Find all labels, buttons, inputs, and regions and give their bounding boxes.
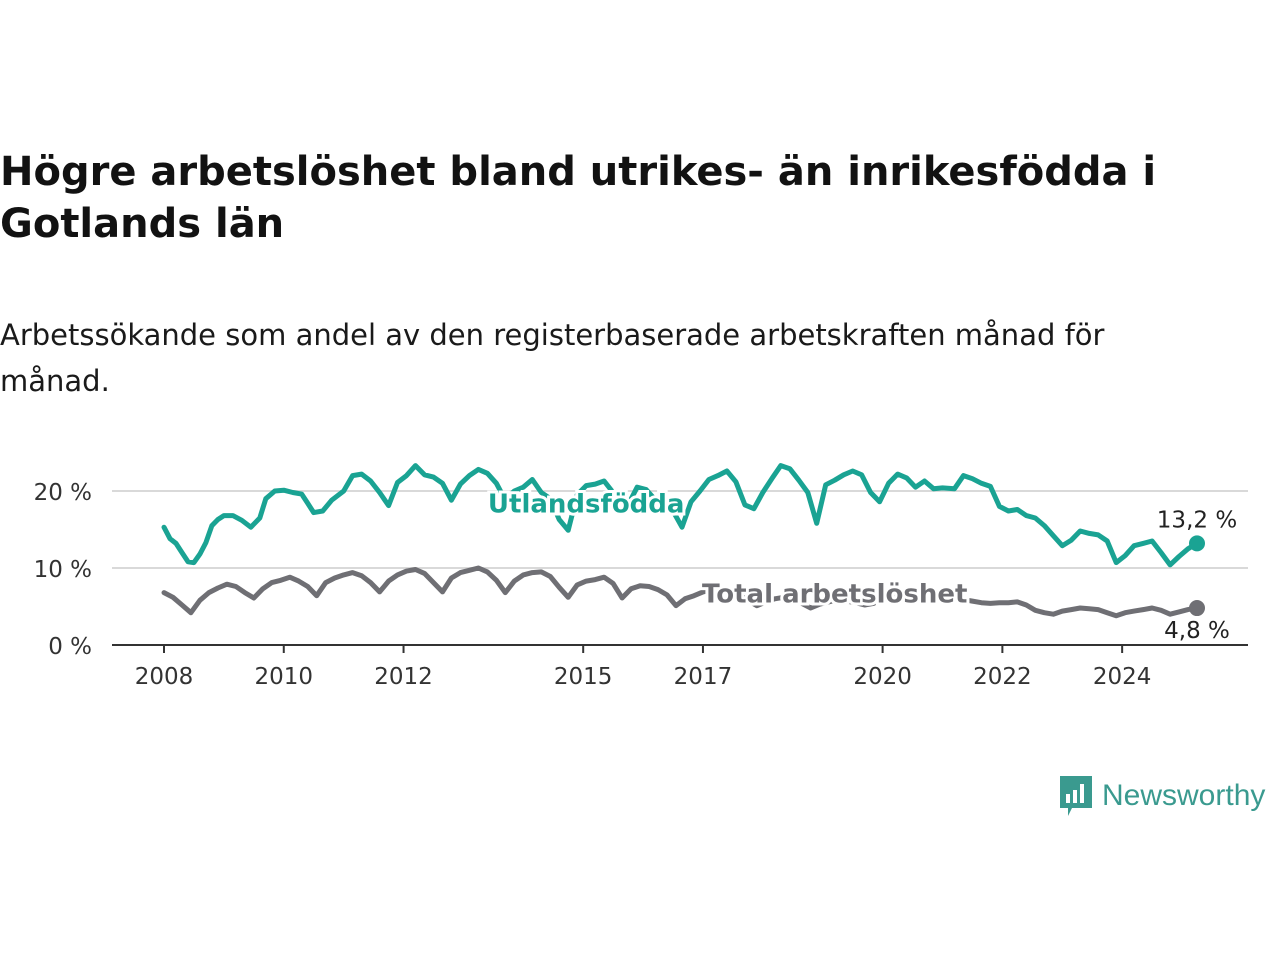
- x-tick-label: 2008: [135, 664, 194, 690]
- series-end-point: [1189, 600, 1205, 617]
- series-end-value-label: 13,2 %: [1157, 507, 1237, 533]
- series-line-utlandsfodda: [161, 463, 1200, 568]
- x-tick-label: 2010: [254, 664, 313, 690]
- series-labels: 13,2 % Utlandsfödda 4,8 % Total arbetslöshe…: [485, 487, 1237, 644]
- series-end-value-label: 4,8 %: [1164, 618, 1230, 644]
- chart-title: Högre arbetslöshet bland utrikes- än inr…: [0, 149, 1157, 247]
- series-label-total: Total arbetslöshet: [702, 580, 967, 610]
- series-lines: [161, 463, 1205, 619]
- x-tick-label: 2024: [1093, 664, 1152, 690]
- gridlines: [112, 490, 1248, 569]
- series-end-point: [1189, 535, 1205, 552]
- y-tick-label: 0 %: [48, 634, 92, 660]
- newsworthy-logo-text: Newsworthy: [1102, 779, 1266, 812]
- newsworthy-logo: Newsworthy: [1058, 774, 1265, 818]
- x-tick-label: 2017: [674, 664, 733, 690]
- x-tick-label: 2022: [973, 664, 1032, 690]
- series-line-total: [161, 565, 1200, 619]
- x-tick-label: 2012: [374, 664, 433, 690]
- newsworthy-logo-icon: [1060, 776, 1092, 816]
- chart-subtitle: Arbetssökande som andel av den registerb…: [0, 318, 1105, 398]
- y-tick-label: 10 %: [34, 557, 92, 583]
- x-tick-label: 2015: [554, 664, 613, 690]
- series-label-utlandsfodda: Utlandsfödda: [488, 490, 685, 520]
- y-axis-tick-labels: 0 % 10 % 20 %: [34, 480, 92, 660]
- y-tick-label: 20 %: [34, 480, 92, 506]
- x-tick-label: 2020: [853, 664, 912, 690]
- line-chart: 0 % 10 % 20 % 2008 2010 2012 2015 2017 2020 2022…: [34, 463, 1248, 690]
- x-axis-ticks: 2008 2010 2012 2015 2017 2020 2022 2024: [135, 645, 1152, 690]
